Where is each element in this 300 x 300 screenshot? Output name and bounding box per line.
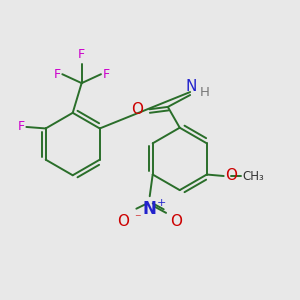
Text: H: H bbox=[200, 86, 209, 99]
Text: +: + bbox=[157, 198, 167, 208]
Text: F: F bbox=[102, 68, 110, 81]
Text: O: O bbox=[117, 214, 129, 229]
Text: O: O bbox=[170, 214, 182, 229]
Text: O: O bbox=[131, 102, 143, 117]
Text: N: N bbox=[143, 200, 157, 218]
Text: N: N bbox=[185, 79, 197, 94]
Text: O: O bbox=[226, 168, 238, 183]
Text: F: F bbox=[54, 68, 61, 81]
Text: CH₃: CH₃ bbox=[242, 169, 264, 182]
Text: ⁻: ⁻ bbox=[134, 212, 141, 225]
Text: F: F bbox=[17, 121, 25, 134]
Text: F: F bbox=[78, 48, 85, 62]
